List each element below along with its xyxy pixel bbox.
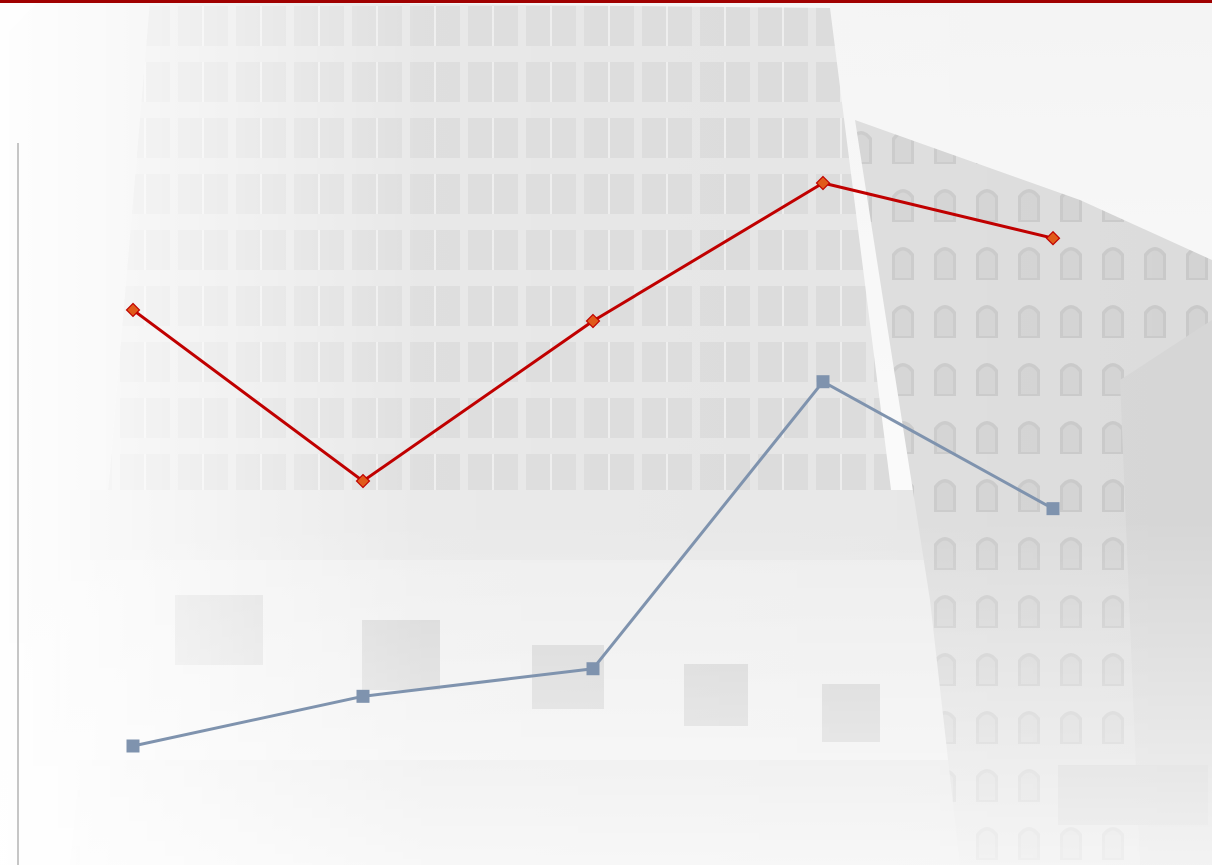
plot-area <box>125 175 1061 753</box>
series-2-point-2 <box>356 689 370 703</box>
series-2-point-3 <box>586 662 600 676</box>
series-1-point-5 <box>1045 230 1061 246</box>
top-accent-bar <box>0 0 1212 3</box>
series-2-point-4 <box>816 375 830 389</box>
series-1-point-3 <box>585 313 601 329</box>
series-2-point-1 <box>126 739 140 753</box>
series-1-point-2 <box>355 473 371 489</box>
series-1-point-4 <box>815 175 831 191</box>
series-1-point-1 <box>125 302 141 318</box>
series-2-point-5 <box>1046 502 1060 516</box>
